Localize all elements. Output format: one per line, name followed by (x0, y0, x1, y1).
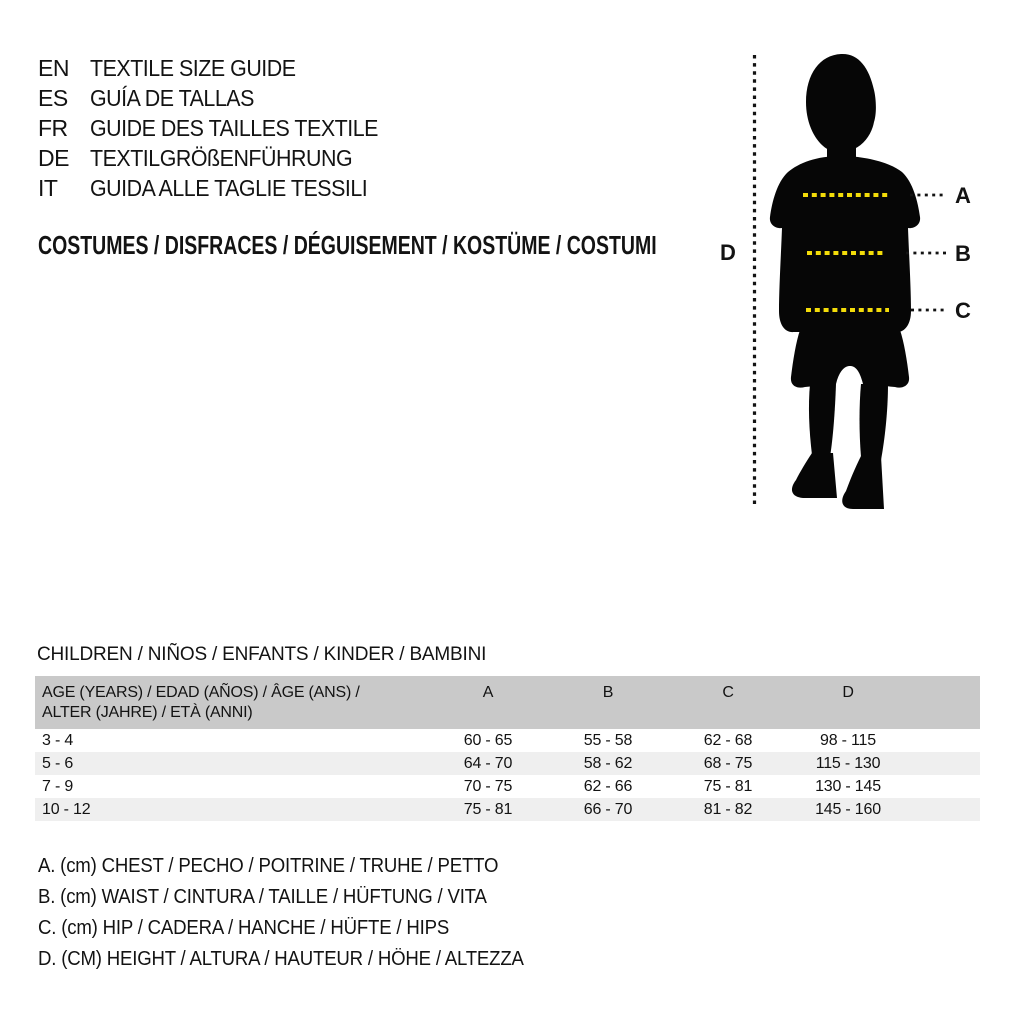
legend-hip: C. (cm) HIP / CADERA / HANCHE / HÜFTE / … (38, 917, 450, 939)
child-silhouette-icon (769, 53, 921, 509)
waist-cell: 62 - 66 (583, 777, 633, 795)
age-header-line2: ALTER (JAHRE) / ETÀ (ANNI) (42, 704, 253, 721)
table-row: 10 - 12 75 - 81 66 - 70 81 - 82 145 - 16… (35, 798, 980, 821)
lang-title: TEXTILGRÖßENFÜHRUNG (90, 144, 353, 171)
lang-title: GUÍA DE TALLAS (90, 84, 254, 111)
height-cell: 130 - 145 (815, 777, 881, 795)
lang-code: FR (38, 114, 68, 141)
measurement-figure: A B C D (700, 40, 1000, 520)
category-title: COSTUMES / DISFRACES / DÉGUISEMENT / KOS… (38, 230, 657, 260)
column-header-b: B (602, 684, 614, 701)
lang-code: EN (38, 54, 69, 81)
waist-cell: 55 - 58 (583, 731, 633, 749)
lang-code: ES (38, 84, 68, 111)
measurement-diagram: A B C D (720, 53, 971, 509)
height-cell: 115 - 130 (815, 754, 881, 772)
age-cell: 5 - 6 (42, 754, 74, 772)
size-table-header: AGE (YEARS) / EDAD (AÑOS) / ÂGE (ANS) / … (35, 676, 980, 729)
lang-code: DE (38, 144, 69, 171)
size-table: AGE (YEARS) / EDAD (AÑOS) / ÂGE (ANS) / … (35, 676, 980, 821)
hip-cell: 75 - 81 (703, 777, 753, 795)
lang-row-en: EN TEXTILE SIZE GUIDE (38, 53, 400, 83)
height-cell: 145 - 160 (815, 800, 881, 818)
silhouette-shorts (790, 330, 910, 388)
lang-title: TEXTILE SIZE GUIDE (90, 54, 296, 81)
age-cell: 10 - 12 (42, 800, 91, 818)
age-column-header: AGE (YEARS) / EDAD (AÑOS) / ÂGE (ANS) / … (35, 676, 428, 729)
silhouette-right-leg (859, 384, 888, 460)
label-c: C (955, 298, 971, 323)
lang-row-it: IT GUIDA ALLE TAGLIE TESSILI (38, 173, 400, 203)
hip-cell: 62 - 68 (703, 731, 753, 749)
chest-cell: 60 - 65 (463, 731, 513, 749)
age-cell: 3 - 4 (42, 731, 74, 749)
chest-cell: 70 - 75 (463, 777, 513, 795)
silhouette-right-shoe (842, 456, 884, 509)
column-header-d: D (842, 684, 854, 701)
lang-row-de: DE TEXTILGRÖßENFÜHRUNG (38, 143, 400, 173)
lang-code: IT (38, 174, 58, 201)
table-row: 7 - 9 70 - 75 62 - 66 75 - 81 130 - 145 (35, 775, 980, 798)
chest-cell: 64 - 70 (463, 754, 513, 772)
silhouette-torso (769, 156, 921, 333)
lang-row-es: ES GUÍA DE TALLAS (38, 83, 400, 113)
height-cell: 98 - 115 (820, 731, 876, 749)
silhouette-left-shoe (791, 453, 837, 498)
label-b: B (955, 241, 971, 266)
lang-title: GUIDE DES TAILLES TEXTILE (90, 114, 378, 141)
hip-cell: 81 - 82 (703, 800, 753, 818)
silhouette-left-leg (808, 384, 836, 457)
lang-row-fr: FR GUIDE DES TAILLES TEXTILE (38, 113, 400, 143)
label-d: D (720, 240, 736, 265)
lang-title: GUIDA ALLE TAGLIE TESSILI (90, 174, 368, 201)
measurement-legend: A. (cm) CHEST / PECHO / POITRINE / TRUHE… (38, 851, 560, 975)
language-title-list: EN TEXTILE SIZE GUIDE ES GUÍA DE TALLAS … (38, 53, 400, 203)
label-a: A (955, 183, 971, 208)
chest-cell: 75 - 81 (463, 800, 513, 818)
column-header-a: A (482, 684, 494, 701)
waist-cell: 66 - 70 (583, 800, 633, 818)
children-section-title: CHILDREN / NIÑOS / ENFANTS / KINDER / BA… (37, 644, 487, 665)
table-row: 5 - 6 64 - 70 58 - 62 68 - 75 115 - 130 (35, 752, 980, 775)
column-header-c: C (722, 684, 734, 701)
age-cell: 7 - 9 (42, 777, 74, 795)
waist-cell: 58 - 62 (583, 754, 633, 772)
hip-cell: 68 - 75 (703, 754, 753, 772)
legend-chest: A. (cm) CHEST / PECHO / POITRINE / TRUHE… (38, 855, 499, 877)
table-row: 3 - 4 60 - 65 55 - 58 62 - 68 98 - 115 (35, 729, 980, 752)
legend-waist: B. (cm) WAIST / CINTURA / TAILLE / HÜFTU… (38, 886, 487, 908)
age-header-line1: AGE (YEARS) / EDAD (AÑOS) / ÂGE (ANS) / (42, 684, 360, 701)
silhouette-head (806, 53, 876, 151)
legend-height: D. (CM) HEIGHT / ALTURA / HAUTEUR / HÖHE… (38, 948, 524, 970)
